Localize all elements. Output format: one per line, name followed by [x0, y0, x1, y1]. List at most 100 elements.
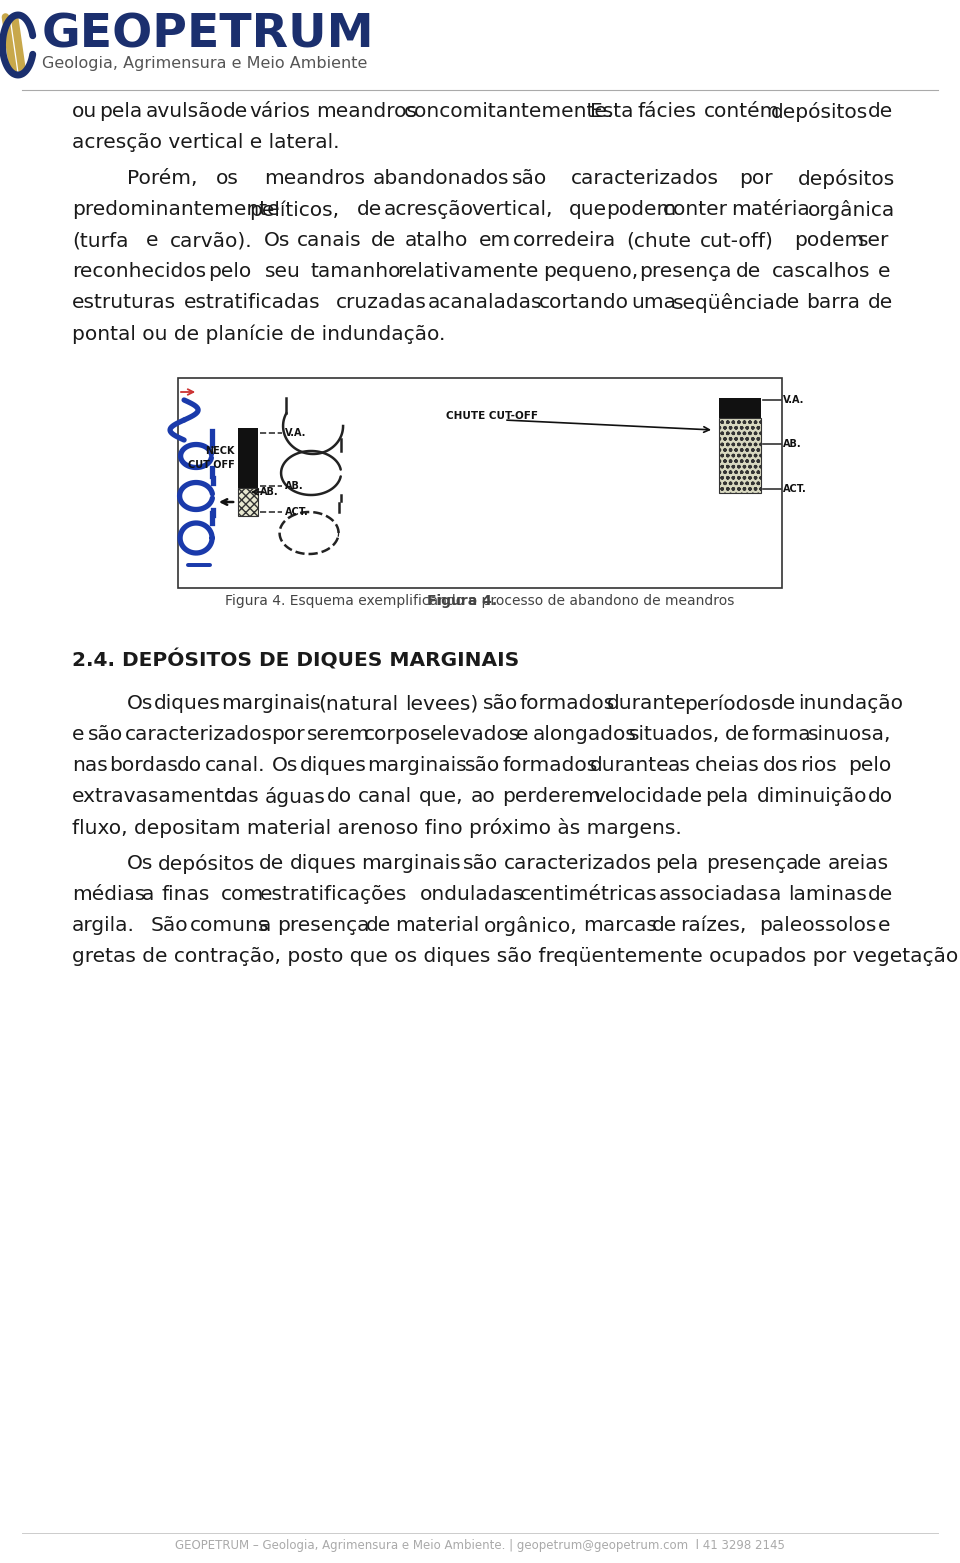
Text: seqüência: seqüência — [673, 292, 776, 313]
Text: reconhecidos: reconhecidos — [72, 263, 206, 281]
Text: de: de — [223, 102, 248, 120]
Text: de: de — [652, 916, 677, 935]
Text: caracterizados: caracterizados — [570, 169, 718, 188]
Text: médias: médias — [72, 885, 145, 903]
Text: vertical,: vertical, — [471, 200, 553, 219]
Bar — [238, 428, 258, 488]
Text: cascalhos: cascalhos — [772, 263, 871, 281]
Text: a: a — [258, 916, 271, 935]
Text: orgânica: orgânica — [808, 200, 896, 220]
Text: GEOPETRUM – Geologia, Agrimensura e Meio Ambiente. | geopetrum@geopetrum.com  l : GEOPETRUM – Geologia, Agrimensura e Meio… — [175, 1540, 785, 1552]
Text: de: de — [259, 853, 284, 874]
Text: marginais: marginais — [368, 756, 467, 775]
Text: acanaladas: acanaladas — [427, 292, 541, 313]
Text: Esta: Esta — [590, 102, 634, 120]
Text: Os: Os — [127, 694, 154, 713]
Text: de: de — [868, 292, 893, 313]
Bar — [238, 488, 258, 516]
Text: durante: durante — [607, 694, 686, 713]
Text: relativamente: relativamente — [396, 263, 539, 281]
Text: ao: ao — [470, 788, 495, 807]
Text: pela: pela — [655, 853, 698, 874]
Text: CHUTE CUT-OFF: CHUTE CUT-OFF — [446, 411, 538, 420]
Text: são: são — [463, 853, 497, 874]
Text: das: das — [224, 788, 259, 807]
Text: São: São — [151, 916, 188, 935]
Text: V.A.: V.A. — [285, 428, 306, 438]
Text: canal.: canal. — [204, 756, 265, 775]
Text: dos: dos — [763, 756, 799, 775]
Text: diques: diques — [300, 756, 367, 775]
Text: abandonados: abandonados — [373, 169, 510, 188]
Text: corpos: corpos — [364, 725, 431, 744]
Text: AB.: AB. — [783, 439, 802, 449]
Text: pela: pela — [99, 102, 142, 120]
Bar — [719, 399, 761, 417]
Bar — [719, 417, 761, 492]
Text: e: e — [72, 725, 84, 744]
Text: material: material — [395, 916, 479, 935]
Text: vários: vários — [250, 102, 311, 120]
Text: por: por — [739, 169, 773, 188]
Text: pequeno,: pequeno, — [543, 263, 638, 281]
Text: estruturas: estruturas — [72, 292, 176, 313]
Text: uma: uma — [631, 292, 676, 313]
Text: 2.4. DEPÓSITOS DE DIQUES MARGINAIS: 2.4. DEPÓSITOS DE DIQUES MARGINAIS — [72, 649, 519, 671]
Text: de: de — [771, 694, 796, 713]
Text: Figura 4.: Figura 4. — [427, 594, 497, 608]
Text: associadas: associadas — [660, 885, 770, 903]
Text: de: de — [735, 263, 761, 281]
Text: águas: águas — [265, 788, 325, 807]
Text: AB.: AB. — [285, 481, 303, 491]
Text: que: que — [568, 200, 607, 219]
Text: (natural: (natural — [319, 694, 398, 713]
Text: marginais: marginais — [221, 694, 321, 713]
Text: em: em — [479, 231, 511, 250]
Text: e: e — [878, 263, 891, 281]
Text: fácies: fácies — [637, 102, 696, 120]
Text: perderem: perderem — [502, 788, 601, 807]
Text: de: de — [868, 885, 893, 903]
Text: estratificações: estratificações — [260, 885, 408, 903]
Text: bordas: bordas — [109, 756, 179, 775]
Text: fluxo, depositam material arenoso fino próximo às margens.: fluxo, depositam material arenoso fino p… — [72, 817, 682, 838]
Text: ACT.: ACT. — [285, 506, 309, 517]
Text: finas: finas — [161, 885, 209, 903]
Text: canais: canais — [298, 231, 362, 250]
Text: canal: canal — [358, 788, 412, 807]
Text: nas: nas — [72, 756, 108, 775]
Text: NECK
CUT OFF: NECK CUT OFF — [188, 447, 235, 469]
Text: pelo: pelo — [208, 263, 252, 281]
Text: elevados: elevados — [430, 725, 520, 744]
Text: onduladas: onduladas — [420, 885, 524, 903]
Text: Porém,: Porém, — [127, 169, 198, 188]
Text: formados: formados — [502, 756, 598, 775]
Text: são: são — [483, 694, 517, 713]
Text: podem: podem — [606, 200, 676, 219]
Text: orgânico,: orgânico, — [484, 916, 578, 936]
Text: paleossolos: paleossolos — [759, 916, 876, 935]
Text: são: são — [465, 756, 500, 775]
Text: AB.: AB. — [260, 488, 278, 497]
Text: meandros: meandros — [264, 169, 366, 188]
Text: tamanho: tamanho — [311, 263, 401, 281]
Text: de: de — [357, 200, 382, 219]
Text: avulsão: avulsão — [146, 102, 224, 120]
Text: presença: presença — [277, 916, 370, 935]
Bar — [178, 378, 781, 588]
Text: centimétricas: centimétricas — [519, 885, 658, 903]
Text: alongados: alongados — [533, 725, 636, 744]
Text: acresção: acresção — [384, 200, 474, 219]
Text: corredeira: corredeira — [513, 231, 616, 250]
Text: areias: areias — [828, 853, 889, 874]
Text: (turfa: (turfa — [72, 231, 129, 250]
Text: cut-off): cut-off) — [700, 231, 774, 250]
Text: e: e — [516, 725, 529, 744]
Text: as: as — [668, 756, 690, 775]
Text: a: a — [769, 885, 781, 903]
Text: depósitos: depósitos — [158, 853, 255, 874]
Text: marcas: marcas — [583, 916, 657, 935]
Text: matéria: matéria — [731, 200, 809, 219]
Text: Os: Os — [273, 756, 299, 775]
Text: ou: ou — [72, 102, 97, 120]
